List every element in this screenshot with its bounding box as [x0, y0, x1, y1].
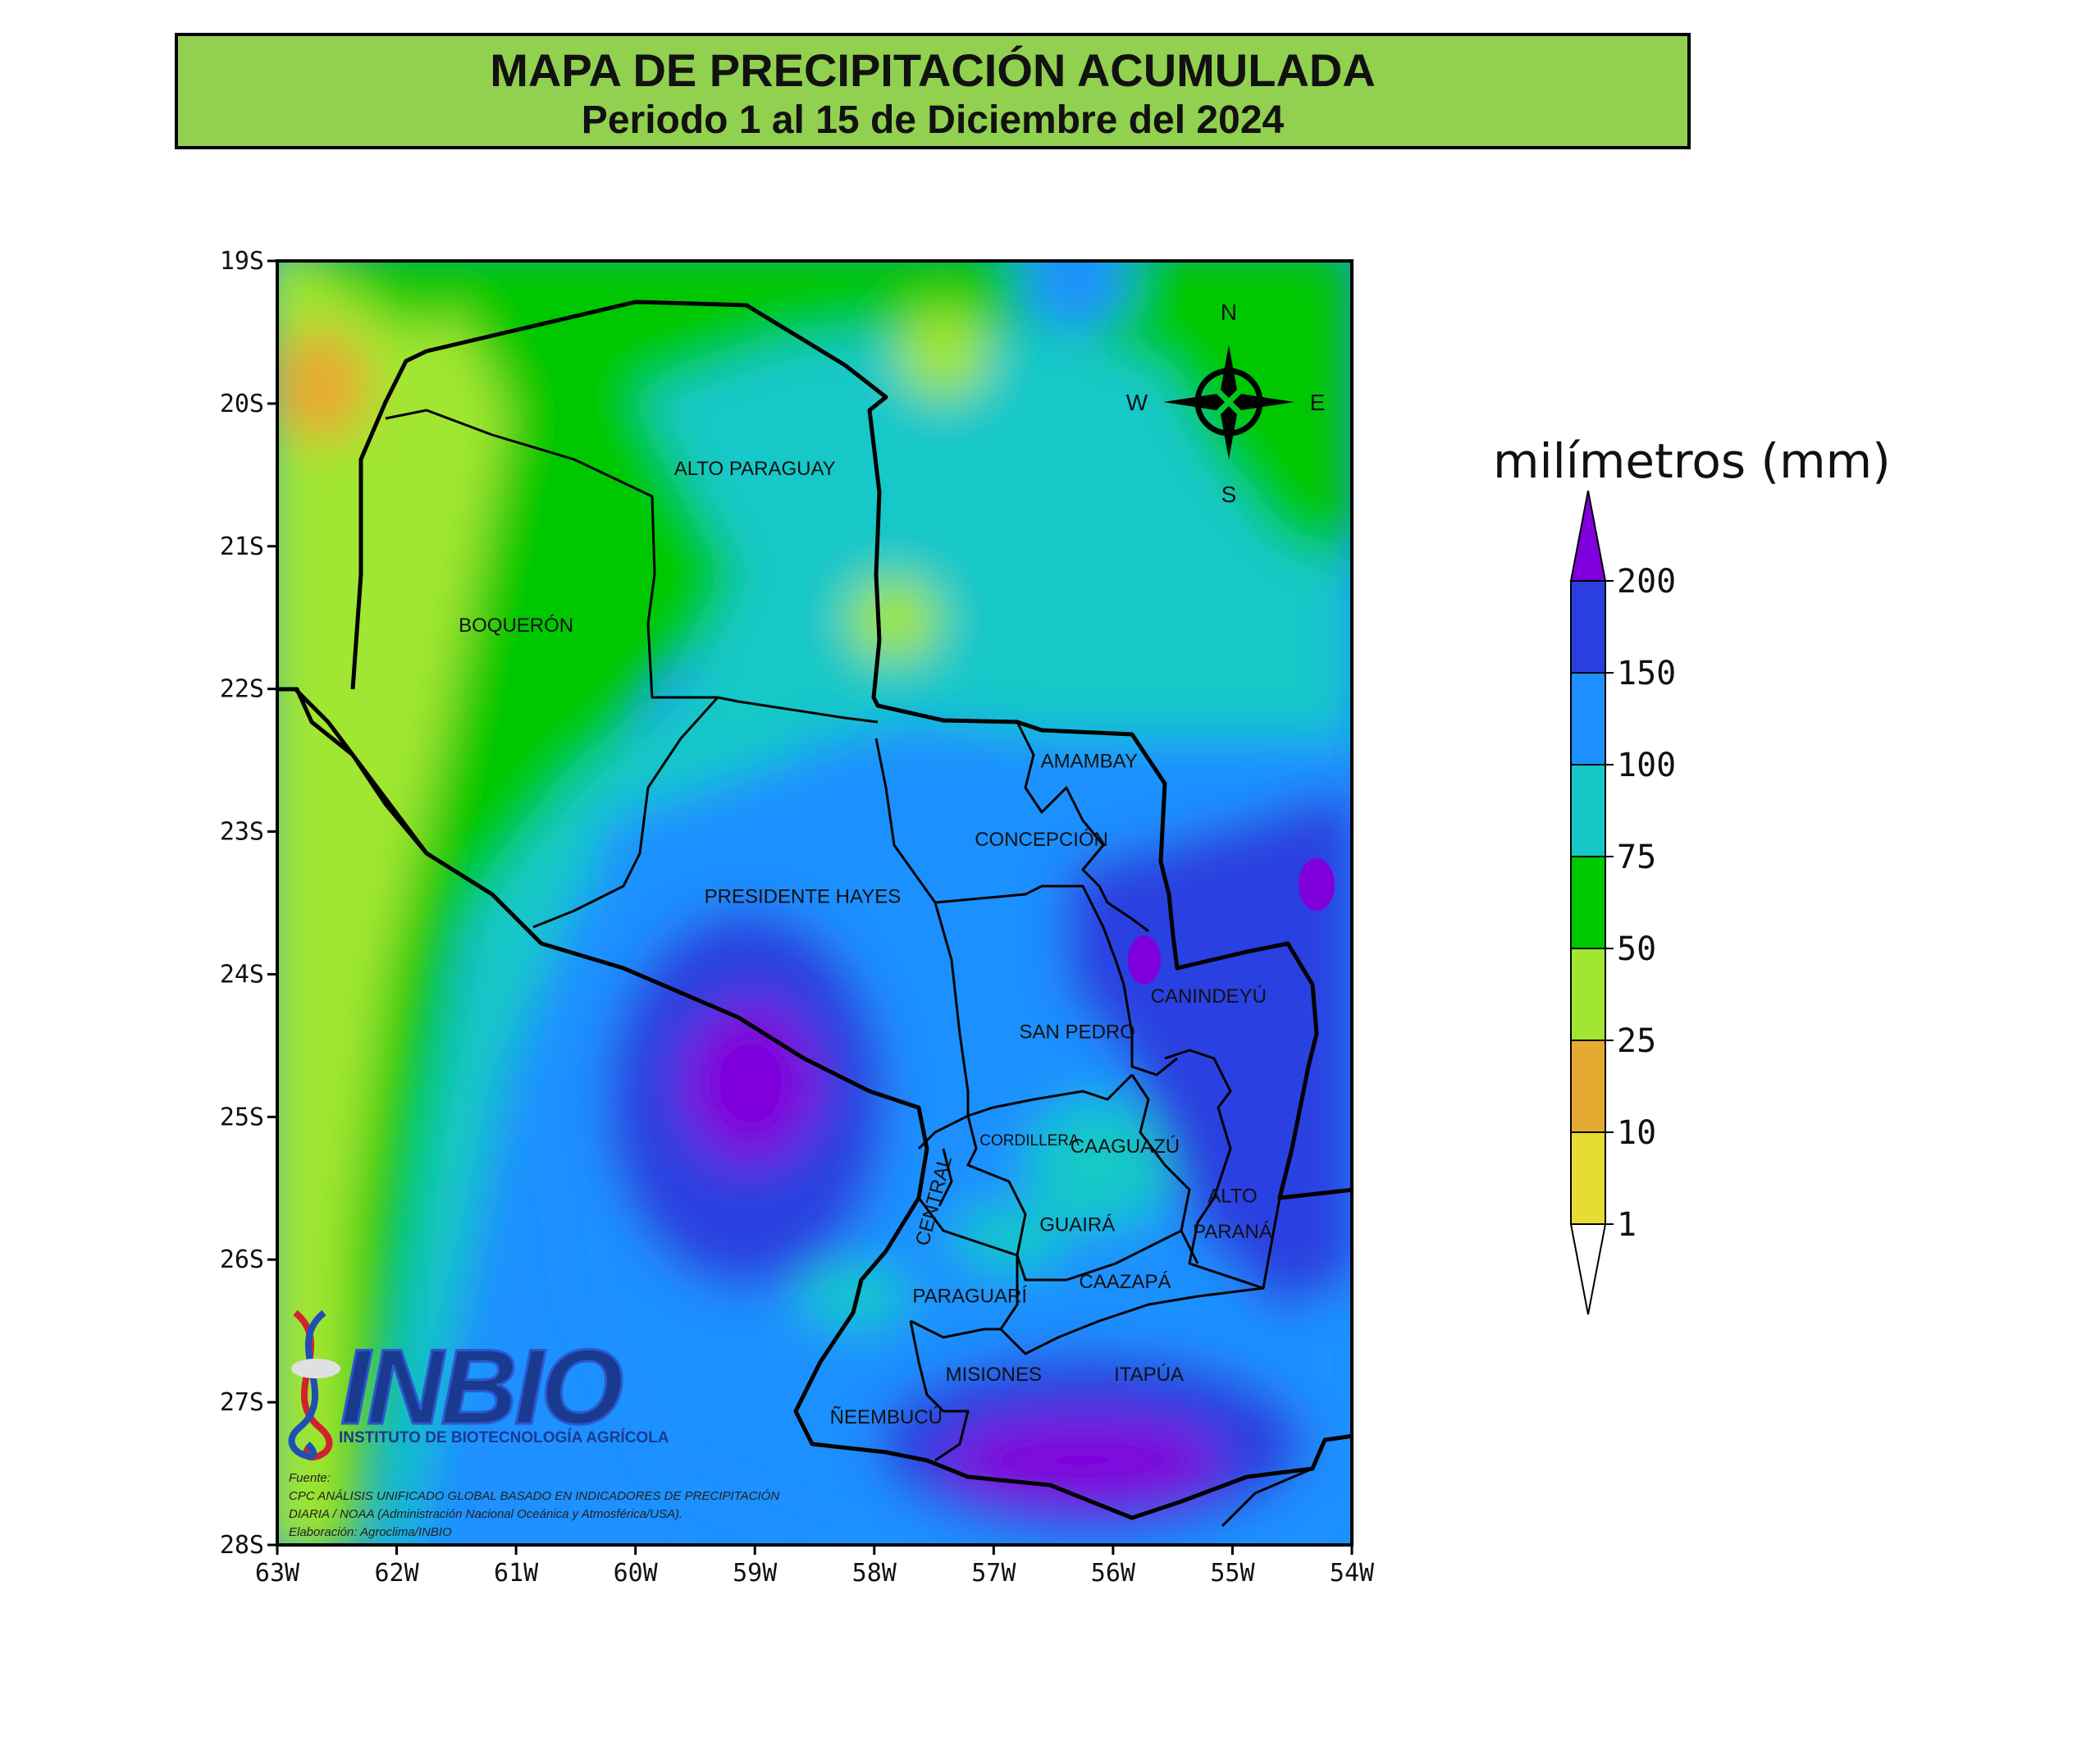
title-banner: MAPA DE PRECIPITACIÓN ACUMULADA Periodo … [175, 33, 1691, 149]
colorbar-segment [1570, 764, 1606, 857]
lon-tick-label: 61W [494, 1559, 539, 1588]
lat-tick-label: 19S [220, 247, 264, 276]
lon-tick-label: 59W [733, 1559, 778, 1588]
colorbar-segment [1570, 672, 1606, 765]
department-label: AMAMBAY [1041, 750, 1138, 772]
colorbar-segment [1570, 1131, 1606, 1225]
lon-tick-label: 62W [374, 1559, 419, 1588]
lat-tick-label: 23S [220, 818, 264, 847]
colorbar: 200 150 100 75 50 25 10 1 [1569, 490, 1676, 1315]
department-label: CONCEPCIÓN [975, 829, 1108, 851]
department-label: PARAGUARÍ [912, 1285, 1027, 1307]
inbio-logo: INBIO INSTITUTO DE BIOTECNOLOGÍA AGRÍCOL… [288, 1309, 669, 1461]
colorbar-segment [1570, 580, 1606, 674]
source-line-4: Elaboración: Agroclima/INBIO [289, 1525, 452, 1539]
compass-north-label: N [1221, 299, 1237, 325]
department-label: CAAGUAZÚ [1071, 1136, 1180, 1158]
map-title: MAPA DE PRECIPITACIÓN ACUMULADA [490, 44, 1376, 96]
source-note: Fuente: CPC ANÁLISIS UNIFICADO GLOBAL BA… [289, 1471, 779, 1539]
lon-tick-label: 55W [1210, 1559, 1255, 1588]
department-label: BOQUERÓN [459, 615, 573, 637]
latitude-axis: 19S 20S 21S 22S 23S 24S 25S 26S 27S 28S [220, 247, 277, 1560]
longitude-axis: 63W 62W 61W 60W 59W 58W 57W 56W 55W 54W [255, 1545, 1375, 1588]
precipitation-field [277, 261, 1352, 1545]
lat-tick-label: 26S [220, 1245, 264, 1274]
lat-tick-label: 20S [220, 390, 264, 418]
colorbar-tick-label: 100 [1617, 747, 1676, 784]
colorbar-segment [1570, 1040, 1606, 1133]
colorbar-tick-label: 75 [1617, 839, 1656, 876]
lat-tick-label: 21S [220, 532, 264, 561]
department-label: PRESIDENTE HAYES [705, 886, 902, 908]
colorbar-tick-label: 10 [1617, 1114, 1656, 1152]
department-label: PARANÁ [1193, 1221, 1272, 1243]
lon-tick-label: 54W [1330, 1559, 1375, 1588]
country-borders [277, 299, 1354, 1528]
department-label: ALTO [1208, 1186, 1257, 1208]
lon-tick-label: 60W [614, 1559, 659, 1588]
department-label: GUAIRÁ [1039, 1213, 1115, 1236]
colorbar-min-triangle [1569, 1223, 1607, 1315]
legend-unit-label: milímetros (mm) [1493, 433, 1891, 489]
department-label: ITAPÚA [1114, 1364, 1184, 1386]
lon-tick-label: 58W [852, 1559, 897, 1588]
map-frame [276, 259, 1354, 1547]
dna-helix-icon [288, 1309, 340, 1461]
lat-tick-label: 25S [220, 1103, 264, 1131]
compass-south-label: S [1221, 482, 1237, 507]
compass-east-label: E [1310, 390, 1326, 415]
source-line-3: DIARIA / NOAA (Administración Nacional O… [289, 1507, 682, 1521]
lat-tick-label: 24S [220, 960, 264, 989]
source-line-1: Fuente: [289, 1471, 331, 1485]
inbio-logo-text: INBIO [340, 1327, 622, 1446]
lon-tick-label: 57W [971, 1559, 1016, 1588]
colorbar-tick-label: 1 [1617, 1206, 1637, 1244]
compass-west-label: W [1126, 390, 1148, 415]
map-subtitle: Periodo 1 al 15 de Diciembre del 2024 [581, 98, 1285, 142]
lat-tick-label: 28S [220, 1531, 264, 1560]
department-label: CORDILLERA [979, 1132, 1080, 1149]
source-line-2: CPC ANÁLISIS UNIFICADO GLOBAL BASADO EN … [289, 1489, 779, 1503]
colorbar-tick-label: 150 [1617, 655, 1676, 692]
department-label: CANINDEYÚ [1151, 985, 1267, 1008]
colorbar-max-triangle [1569, 490, 1607, 582]
lon-tick-label: 63W [255, 1559, 300, 1588]
department-label: ALTO PARAGUAY [674, 458, 836, 480]
department-label: CAAZAPÁ [1079, 1271, 1171, 1293]
colorbar-tick-label: 50 [1617, 930, 1656, 968]
department-label: ÑEEMBUCÚ [830, 1406, 943, 1428]
inbio-logo-subtitle: INSTITUTO DE BIOTECNOLOGÍA AGRÍCOLA [339, 1428, 669, 1446]
department-label: MISIONES [946, 1364, 1042, 1386]
colorbar-segment [1570, 948, 1606, 1041]
lat-tick-label: 27S [220, 1388, 264, 1417]
colorbar-tick-label: 25 [1617, 1022, 1656, 1060]
colorbar-segment [1570, 856, 1606, 949]
compass-rose-icon: N S W E [1126, 299, 1326, 507]
lat-tick-label: 22S [220, 675, 264, 704]
department-label: SAN PEDRO [1020, 1021, 1135, 1044]
colorbar-tick-label: 200 [1617, 563, 1676, 601]
lon-tick-label: 56W [1091, 1559, 1136, 1588]
